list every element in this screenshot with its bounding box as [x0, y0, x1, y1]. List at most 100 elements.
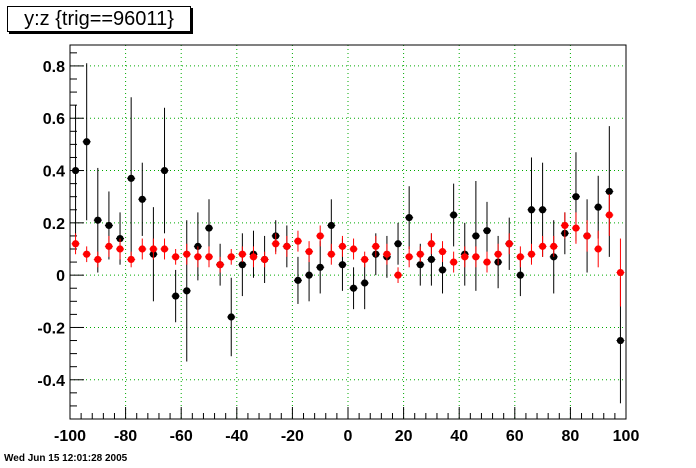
data-point: [105, 221, 113, 230]
data-point: [561, 221, 569, 230]
data-point: [305, 248, 313, 256]
data-point: [205, 224, 213, 232]
data-point: [372, 242, 380, 250]
data-point: [438, 248, 447, 256]
data-point: [461, 253, 469, 261]
data-point: [472, 232, 480, 240]
data-series: [71, 63, 625, 404]
series-1: [71, 194, 625, 307]
data-point: [605, 187, 613, 196]
data-point: [238, 250, 246, 258]
data-point: [316, 232, 324, 240]
x-tick-label: 100: [613, 428, 640, 445]
data-point: [149, 245, 157, 253]
data-point: [483, 227, 491, 235]
data-point: [138, 195, 146, 203]
data-point: [71, 240, 80, 248]
y-tick-label: 0.6: [43, 111, 65, 128]
data-point: [194, 253, 202, 261]
data-point: [516, 271, 524, 279]
data-point: [283, 242, 291, 250]
data-point: [172, 253, 180, 261]
data-point: [383, 250, 391, 258]
data-point: [394, 240, 402, 248]
data-point: [116, 234, 124, 243]
data-point: [116, 245, 124, 253]
data-point: [127, 174, 135, 182]
y-tick-label: 0: [56, 268, 65, 285]
y-tick-label: -0.2: [37, 320, 65, 337]
data-point: [405, 214, 413, 222]
data-point: [94, 216, 102, 224]
data-point: [572, 224, 580, 232]
x-tick-label: 20: [395, 428, 413, 445]
data-point: [272, 240, 280, 248]
data-point: [83, 138, 91, 146]
data-point: [450, 211, 458, 219]
data-point: [216, 261, 224, 269]
data-point: [160, 245, 169, 253]
data-point: [94, 255, 102, 264]
data-point: [261, 255, 269, 264]
timestamp: Wed Jun 15 12:01:28 2005: [4, 453, 128, 464]
data-point: [294, 237, 302, 245]
data-point: [249, 253, 258, 261]
data-point: [438, 266, 447, 274]
data-point: [527, 206, 536, 214]
x-tick-label: 0: [344, 428, 353, 445]
data-point: [505, 240, 513, 248]
x-tick-label: -60: [170, 428, 193, 445]
data-point: [349, 284, 358, 292]
data-point: [472, 253, 480, 261]
data-point: [227, 313, 235, 321]
data-point: [539, 242, 547, 250]
data-point: [416, 261, 424, 269]
x-tick-labels: -100 -80 -60 -40 -20 0 20 40 60 80 100: [54, 428, 639, 445]
data-point: [616, 336, 625, 345]
data-point: [327, 250, 335, 258]
data-point: [71, 166, 80, 175]
x-tick-label: 40: [450, 428, 468, 445]
data-point: [172, 292, 180, 300]
data-point: [127, 255, 135, 264]
data-point: [594, 203, 602, 211]
data-point: [494, 250, 502, 258]
x-tick-label: -100: [54, 428, 86, 445]
y-tick-label: 0.4: [43, 164, 65, 181]
y-tick-label: 0.8: [43, 59, 65, 76]
data-point: [338, 261, 347, 269]
data-point: [305, 271, 313, 279]
data-point: [105, 242, 113, 250]
data-point: [227, 253, 235, 261]
data-point: [394, 271, 402, 279]
x-tick-label: 60: [506, 428, 524, 445]
x-tick-label: -80: [114, 428, 137, 445]
data-point: [572, 193, 580, 201]
data-point: [316, 263, 324, 271]
x-tick-label: -40: [225, 428, 248, 445]
data-point: [605, 211, 613, 219]
data-point: [527, 250, 536, 258]
data-point: [238, 261, 246, 269]
data-point: [83, 250, 91, 258]
data-point: [427, 255, 435, 264]
y-tick-label: 0.2: [43, 216, 65, 233]
data-point: [361, 255, 369, 264]
data-point: [483, 258, 491, 266]
x-tick-label: 80: [562, 428, 580, 445]
data-point: [516, 253, 524, 261]
data-point: [405, 253, 413, 261]
data-point: [205, 253, 213, 261]
data-point: [183, 287, 191, 295]
data-point: [427, 240, 435, 248]
data-point: [594, 245, 602, 253]
data-point: [361, 279, 369, 287]
data-point: [539, 206, 547, 214]
data-point: [338, 242, 347, 250]
x-tick-label: -20: [281, 428, 304, 445]
data-point: [550, 242, 558, 250]
data-point: [183, 250, 191, 258]
data-point: [294, 276, 302, 284]
data-point: [583, 232, 591, 240]
data-point: [349, 245, 358, 253]
